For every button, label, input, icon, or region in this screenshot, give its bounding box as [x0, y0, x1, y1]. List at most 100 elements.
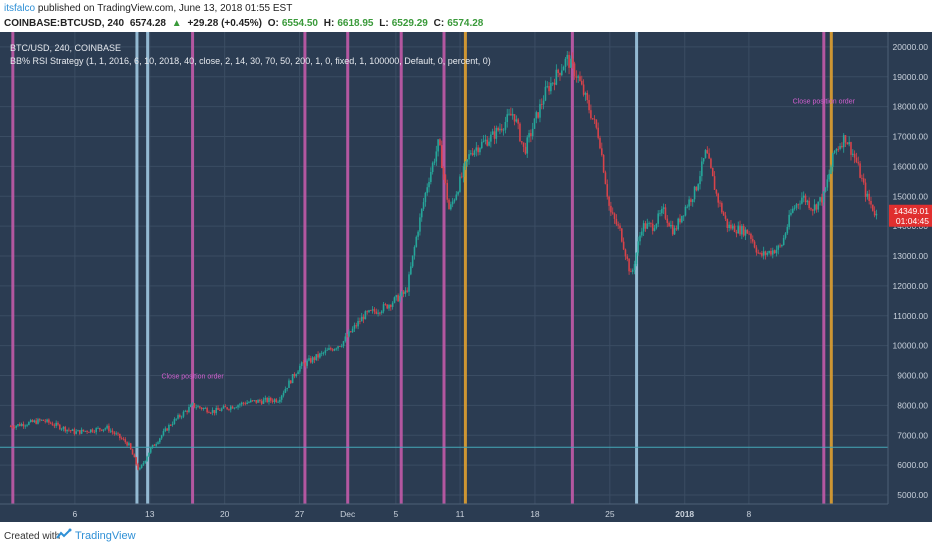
- candle-body: [833, 150, 836, 153]
- candle-body: [502, 129, 505, 131]
- candle-body: [317, 354, 319, 358]
- candle-body: [102, 429, 105, 431]
- tradingview-brand[interactable]: TradingView: [75, 530, 136, 542]
- candle-body: [364, 311, 367, 320]
- candle-body: [706, 150, 709, 154]
- candle-body: [379, 312, 381, 314]
- candle-body: [671, 224, 674, 235]
- candle-body: [199, 406, 201, 408]
- candle-body: [268, 397, 270, 403]
- candle-body: [784, 233, 787, 238]
- candle-body: [113, 432, 116, 434]
- candle-body: [246, 402, 248, 405]
- y-tick-label: 18000.00: [893, 102, 929, 112]
- x-tick-label: 13: [145, 509, 155, 519]
- candle-body: [351, 328, 354, 333]
- candle-body: [464, 161, 467, 166]
- close-value: 6574.28: [447, 18, 484, 29]
- candle-body: [279, 399, 281, 402]
- candle-body: [126, 442, 128, 446]
- candle-body: [844, 135, 847, 143]
- y-tick-label: 8000.00: [897, 400, 928, 410]
- candle-body: [9, 426, 12, 428]
- y-tick-label: 11000.00: [893, 311, 928, 321]
- candle-body: [764, 251, 767, 255]
- candle-body: [422, 202, 425, 209]
- candle-body: [37, 419, 39, 424]
- candle-body: [151, 444, 154, 448]
- candle-body: [251, 400, 254, 402]
- candle-body: [319, 353, 321, 358]
- candle-body: [120, 437, 123, 439]
- candle-body: [430, 171, 432, 182]
- candle-body: [450, 204, 452, 210]
- candle-body: [795, 204, 798, 208]
- candle-body: [615, 218, 618, 225]
- candle-body: [713, 176, 716, 190]
- candle-body: [857, 162, 860, 164]
- candle-body: [790, 212, 792, 215]
- candle-body: [731, 225, 734, 229]
- candle-body: [119, 433, 121, 438]
- candle-body: [484, 139, 487, 141]
- candle-body: [148, 452, 150, 457]
- candle-body: [766, 252, 769, 255]
- candle-body: [313, 357, 316, 360]
- close-position-label: Close position order: [161, 374, 224, 381]
- legend-symbol: BTC/USD, 240, COINBASE: [10, 43, 122, 53]
- chart-area[interactable]: Close position order Close position order…: [0, 32, 932, 522]
- candle-body: [637, 241, 639, 253]
- candle-body: [782, 237, 785, 246]
- candle-body: [490, 134, 492, 142]
- candle-body: [437, 139, 439, 152]
- strategy-marker: [303, 32, 307, 504]
- candle-body: [62, 426, 65, 429]
- candle-body: [708, 153, 710, 159]
- candle-body: [548, 86, 550, 92]
- candle-body: [386, 304, 388, 309]
- low-value: 6529.29: [391, 18, 428, 29]
- strategy-marker: [135, 32, 139, 504]
- candle-body: [299, 365, 301, 372]
- candle-body: [839, 146, 841, 149]
- candle-body: [195, 407, 198, 409]
- author-link[interactable]: itsfalco: [4, 3, 36, 14]
- candle-body: [242, 402, 245, 404]
- candle-body: [757, 252, 760, 254]
- candle-body: [129, 443, 132, 450]
- candle-body: [100, 429, 103, 431]
- candle-body: [384, 304, 387, 306]
- candle-body: [486, 139, 489, 146]
- candle-body: [104, 428, 107, 430]
- y-tick-label: 15000.00: [893, 191, 929, 201]
- candle-body: [590, 110, 592, 119]
- candle-body: [511, 114, 514, 116]
- legend-strategy: BB% RSI Strategy (1, 1, 2016, 6, 10, 201…: [10, 56, 491, 66]
- candle-body: [721, 203, 723, 213]
- candle-body: [259, 400, 261, 402]
- candle-body: [106, 425, 108, 429]
- candle-body: [779, 245, 781, 247]
- candle-body: [333, 348, 336, 351]
- candle-body: [184, 410, 187, 412]
- candle-body: [737, 225, 740, 234]
- candle-body: [648, 223, 650, 224]
- candle-body: [531, 128, 534, 137]
- candle-body: [742, 225, 745, 236]
- candle-body: [522, 142, 525, 147]
- candle-body: [524, 146, 527, 154]
- candle-body: [519, 123, 521, 142]
- candle-body: [537, 112, 539, 118]
- candle-body: [699, 176, 701, 185]
- candle-body: [164, 428, 167, 432]
- price-chart[interactable]: Close position order Close position order…: [0, 32, 932, 522]
- candle-body: [146, 456, 148, 461]
- candle-body: [835, 148, 838, 151]
- candle-body: [546, 86, 549, 87]
- candle-body: [802, 195, 805, 198]
- candle-body: [13, 427, 16, 429]
- candle-body: [173, 419, 176, 424]
- candle-body: [231, 406, 234, 409]
- candle-body: [460, 176, 463, 178]
- candle-body: [868, 193, 870, 201]
